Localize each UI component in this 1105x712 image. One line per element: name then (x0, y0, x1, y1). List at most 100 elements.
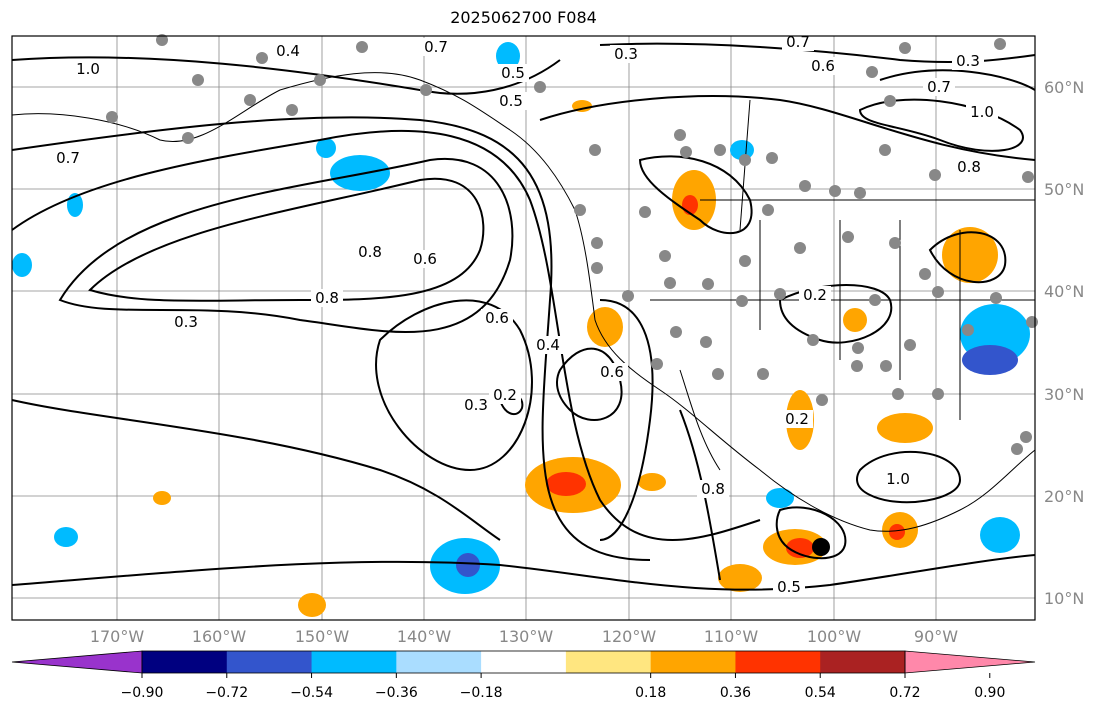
contour-label: 0.6 (413, 250, 437, 268)
contour-label-bg (773, 578, 805, 596)
contour-label: 0.6 (811, 57, 835, 75)
colorbar-segment (650, 651, 736, 673)
colorbar: −0.90 −0.72 −0.54 −0.36 −0.18 0.18 0.36 0.54 0.7… (11, 650, 1036, 701)
contour-label-bg (272, 42, 304, 60)
contour-label-bg (610, 45, 642, 63)
contour-label-bg (782, 33, 814, 51)
lon-tick-label: 170°W (90, 627, 145, 646)
lat-tick-label: 30°N (1044, 385, 1084, 404)
contour-label: 0.7 (56, 149, 80, 167)
colorbar-segment (565, 651, 652, 673)
colorbar-segment (735, 651, 821, 673)
colorbar-segment (226, 651, 313, 673)
longitude-labels: 170°W 160°W 150°W 140°W 130°W 120°W 110°W 100°W… (90, 627, 958, 646)
contour-label-bg (52, 149, 84, 167)
contour-labels: 0.4 0.7 0.30.70.6 0.30.50.51.00.80.70.71.00… (52, 33, 998, 596)
contour-label-bg (72, 60, 104, 78)
colorbar-tick-label: −0.72 (205, 685, 248, 701)
contour-label: 0.4 (276, 42, 300, 60)
contour-label-bg (781, 410, 813, 428)
gridlines (12, 36, 1035, 620)
colorbar-tick-label: −0.36 (375, 685, 418, 701)
colorbar-outline (141, 650, 906, 674)
lat-tick-label: 60°N (1044, 78, 1084, 97)
colorbar-extend-left (11, 650, 143, 674)
contour-label: 0.3 (956, 52, 980, 70)
contour-label-bg (882, 470, 914, 488)
contour-label-bg (481, 309, 513, 327)
contour-label-bg (489, 386, 521, 404)
contour-label-bg (354, 243, 386, 261)
contour-label: 0.8 (701, 480, 725, 498)
contour-label-bg (532, 336, 564, 354)
colorbar-tick-label: −0.18 (460, 685, 503, 701)
contour-label: 0.8 (315, 289, 339, 307)
contour-label-bg (420, 38, 452, 56)
lat-tick-label: 20°N (1044, 487, 1084, 506)
contour-label: 0.5 (499, 92, 523, 110)
colorbar-tick-label: −0.54 (290, 685, 333, 701)
contour-label: 0.7 (424, 38, 448, 56)
contour-label: 1.0 (886, 470, 910, 488)
colorbar-tick-label: 0.18 (635, 685, 666, 701)
colorbar-tick-label: 0.54 (805, 685, 836, 701)
colorbar-segment (820, 651, 906, 673)
lat-tick-label: 10°N (1044, 589, 1084, 608)
contour-label: 0.2 (493, 386, 517, 404)
contour-label: 0.3 (464, 396, 488, 414)
colorbar-tick-label: 0.72 (889, 685, 920, 701)
latitude-labels: 60°N 50°N 40°N 30°N 20°N 10°N (1044, 78, 1084, 608)
contour-label: 0.3 (614, 45, 638, 63)
contour-label-bg (596, 363, 628, 381)
colorbar-segment (142, 651, 228, 673)
colorbar-segment (396, 651, 482, 673)
colorbar-segment (481, 651, 567, 673)
contour-label: 0.5 (777, 578, 801, 596)
lon-tick-label: 150°W (295, 627, 350, 646)
lon-tick-label: 130°W (499, 627, 554, 646)
contour-label-bg (497, 64, 529, 82)
contour-label-bg (953, 158, 985, 176)
colorbar-tick-label: 0.90 (974, 685, 1005, 701)
contour-label: 0.3 (174, 313, 198, 331)
contour-label-bg (799, 286, 831, 304)
colorbar-tick-label: −0.90 (121, 685, 164, 701)
colorbar-extend-right (904, 650, 1036, 674)
contour-label: 0.4 (536, 336, 560, 354)
contour-label-bg (409, 250, 441, 268)
contour-label: 0.8 (358, 243, 382, 261)
contour-label: 1.0 (970, 103, 994, 121)
contour-label-bg (952, 52, 984, 70)
lat-tick-label: 40°N (1044, 282, 1084, 301)
contour-label-bg (807, 57, 839, 75)
contour-label-bg (495, 92, 527, 110)
contour-label: 0.7 (786, 33, 810, 51)
contour-label-bg (966, 103, 998, 121)
contour-label: 0.5 (501, 64, 525, 82)
contour-label-bg (460, 396, 492, 414)
contour-label: 0.7 (927, 78, 951, 96)
lon-tick-label: 140°W (397, 627, 452, 646)
lon-tick-label: 110°W (704, 627, 759, 646)
figure-title: 2025062700 F084 (450, 8, 597, 27)
contour-label: 0.6 (600, 363, 624, 381)
colorbar-segment (311, 651, 397, 673)
contour-label: 0.2 (803, 286, 827, 304)
lon-tick-label: 120°W (602, 627, 657, 646)
contour-label: 0.8 (957, 158, 981, 176)
contour-label-bg (697, 480, 729, 498)
lon-tick-label: 90°W (914, 627, 958, 646)
contour-label: 0.2 (785, 410, 809, 428)
contour-label-bg (170, 313, 202, 331)
contour-label-bg (923, 78, 955, 96)
map-frame (11, 35, 1036, 621)
contour-label: 1.0 (76, 60, 100, 78)
contour-label-bg (311, 289, 343, 307)
contour-label: 0.6 (485, 309, 509, 327)
lon-tick-label: 160°W (192, 627, 247, 646)
storm-marker (812, 538, 830, 556)
lat-tick-label: 50°N (1044, 180, 1084, 199)
colorbar-tick-label: 0.36 (720, 685, 751, 701)
coastlines (11, 72, 1036, 532)
